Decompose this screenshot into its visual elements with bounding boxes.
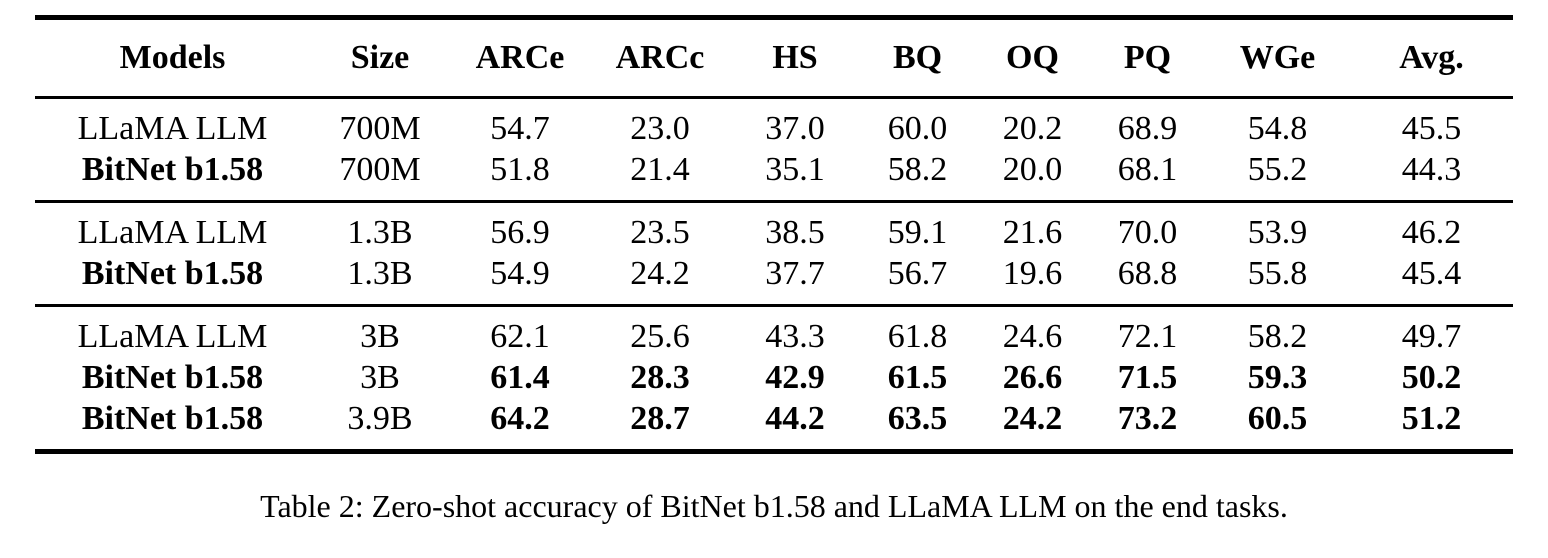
score-cell: 20.0 (1002, 150, 1063, 188)
score-cell: 21.6 (1002, 213, 1063, 251)
column-header-pq: PQ (1090, 17, 1205, 99)
table-row: BitNet b1.58 700M 51.8 21.4 35.1 58.2 20.0 68.1… (35, 149, 1513, 202)
score-cell: 56.7 (887, 254, 948, 292)
score-cell: 54.8 (1247, 109, 1308, 147)
column-header-bq: BQ (860, 17, 975, 99)
score-cell: 59.1 (887, 213, 948, 251)
header-row: Models Size ARCe ARCc HS BQ OQ PQ WGe Av… (35, 17, 1513, 99)
model-size-cell: 1.3B (347, 254, 413, 292)
score-cell: 21.4 (630, 150, 690, 188)
score-cell: 51.8 (490, 150, 550, 188)
score-cell: 70.0 (1117, 213, 1178, 251)
score-cell: 54.9 (490, 254, 550, 292)
score-cell: 61.5 (887, 358, 948, 396)
table-caption: Table 2: Zero-shot accuracy of BitNet b1… (260, 488, 1288, 524)
score-cell: 44.3 (1401, 150, 1462, 188)
column-header-models: Models (35, 17, 310, 99)
score-cell: 53.9 (1247, 213, 1308, 251)
score-cell: 55.2 (1247, 150, 1308, 188)
score-cell: 60.5 (1247, 399, 1308, 437)
model-name-cell: LLaMA LLM (77, 213, 268, 251)
score-cell: 46.2 (1401, 213, 1462, 251)
score-cell: 43.3 (765, 317, 825, 355)
model-size-cell: 1.3B (347, 213, 413, 251)
score-cell: 61.8 (887, 317, 948, 355)
score-cell: 56.9 (490, 213, 550, 251)
score-cell: 42.9 (765, 358, 825, 396)
score-cell: 24.2 (630, 254, 690, 292)
table-header: Models Size ARCe ARCc HS BQ OQ PQ WGe Av… (35, 17, 1513, 99)
score-cell: 55.8 (1247, 254, 1308, 292)
score-cell: 23.5 (630, 213, 690, 251)
score-cell: 71.5 (1117, 358, 1178, 396)
size-group-700m: LLaMA LLM 700M 54.7 23.0 37.0 60.0 20.2 68.9 54.… (35, 98, 1513, 202)
model-name-cell: BitNet b1.58 (81, 358, 264, 396)
score-cell: 26.6 (1002, 358, 1063, 396)
model-name-cell: LLaMA LLM (77, 317, 268, 355)
model-size-cell: 3B (360, 358, 400, 396)
score-cell: 58.2 (887, 150, 948, 188)
score-cell: 68.1 (1117, 150, 1178, 188)
model-name-cell: LLaMA LLM (77, 109, 268, 147)
score-cell: 72.1 (1117, 317, 1178, 355)
score-cell: 49.7 (1401, 317, 1462, 355)
results-table: Models Size ARCe ARCc HS BQ OQ PQ WGe Av… (35, 15, 1513, 454)
column-header-oq: OQ (975, 17, 1090, 99)
score-cell: 64.2 (490, 399, 550, 437)
score-cell: 25.6 (630, 317, 690, 355)
score-cell: 68.9 (1117, 109, 1178, 147)
score-cell: 59.3 (1247, 358, 1308, 396)
column-header-arcc: ARCc (590, 17, 730, 99)
score-cell: 20.2 (1002, 109, 1063, 147)
score-cell: 54.7 (490, 109, 550, 147)
score-cell: 19.6 (1002, 254, 1063, 292)
model-size-cell: 700M (339, 150, 421, 188)
score-cell: 60.0 (887, 109, 948, 147)
score-cell: 45.4 (1401, 254, 1462, 292)
table-row: BitNet b1.58 3B 61.4 28.3 42.9 61.5 26.6 71.5 59… (35, 357, 1513, 398)
score-cell: 44.2 (765, 399, 825, 437)
column-header-avg: Avg. (1350, 17, 1513, 99)
score-cell: 51.2 (1401, 399, 1462, 437)
score-cell: 24.2 (1002, 399, 1063, 437)
model-size-cell: 3.9B (347, 399, 413, 437)
score-cell: 50.2 (1401, 358, 1462, 396)
score-cell: 37.0 (765, 109, 825, 147)
score-cell: 35.1 (765, 150, 825, 188)
column-header-hs: HS (730, 17, 860, 99)
score-cell: 24.6 (1002, 317, 1063, 355)
model-name-cell: BitNet b1.58 (81, 150, 264, 188)
score-cell: 61.4 (490, 358, 550, 396)
score-cell: 58.2 (1247, 317, 1308, 355)
score-cell: 68.8 (1117, 254, 1178, 292)
column-header-arce: ARCe (450, 17, 590, 99)
table-row: BitNet b1.58 1.3B 54.9 24.2 37.7 56.7 19.6 68.8… (35, 253, 1513, 306)
column-header-size: Size (310, 17, 450, 99)
score-cell: 73.2 (1117, 399, 1178, 437)
size-group-1-3b: LLaMA LLM 1.3B 56.9 23.5 38.5 59.1 21.6 70.0 53.… (35, 201, 1513, 306)
model-size-cell: 700M (339, 109, 421, 147)
column-header-wge: WGe (1205, 17, 1350, 99)
score-cell: 23.0 (630, 109, 690, 147)
model-name-cell: BitNet b1.58 (81, 399, 264, 437)
model-name-cell: BitNet b1.58 (81, 254, 264, 292)
table-row: LLaMA LLM 3B 62.1 25.6 43.3 61.8 24.6 72.1 58.2 4… (35, 306, 1513, 358)
table-row: LLaMA LLM 700M 54.7 23.0 37.0 60.0 20.2 68.9 54.… (35, 98, 1513, 150)
score-cell: 45.5 (1401, 109, 1462, 147)
score-cell: 28.3 (630, 358, 690, 396)
table-row: BitNet b1.58 3.9B 64.2 28.7 44.2 63.5 24.2 73.2… (35, 398, 1513, 452)
score-cell: 63.5 (887, 399, 948, 437)
score-cell: 38.5 (765, 213, 825, 251)
size-group-3b: LLaMA LLM 3B 62.1 25.6 43.3 61.8 24.6 72.1 58.2 4… (35, 305, 1513, 452)
score-cell: 62.1 (490, 317, 550, 355)
score-cell: 37.7 (765, 254, 825, 292)
model-size-cell: 3B (360, 317, 400, 355)
table-row: LLaMA LLM 1.3B 56.9 23.5 38.5 59.1 21.6 70.0 53.… (35, 202, 1513, 254)
score-cell: 28.7 (630, 399, 690, 437)
